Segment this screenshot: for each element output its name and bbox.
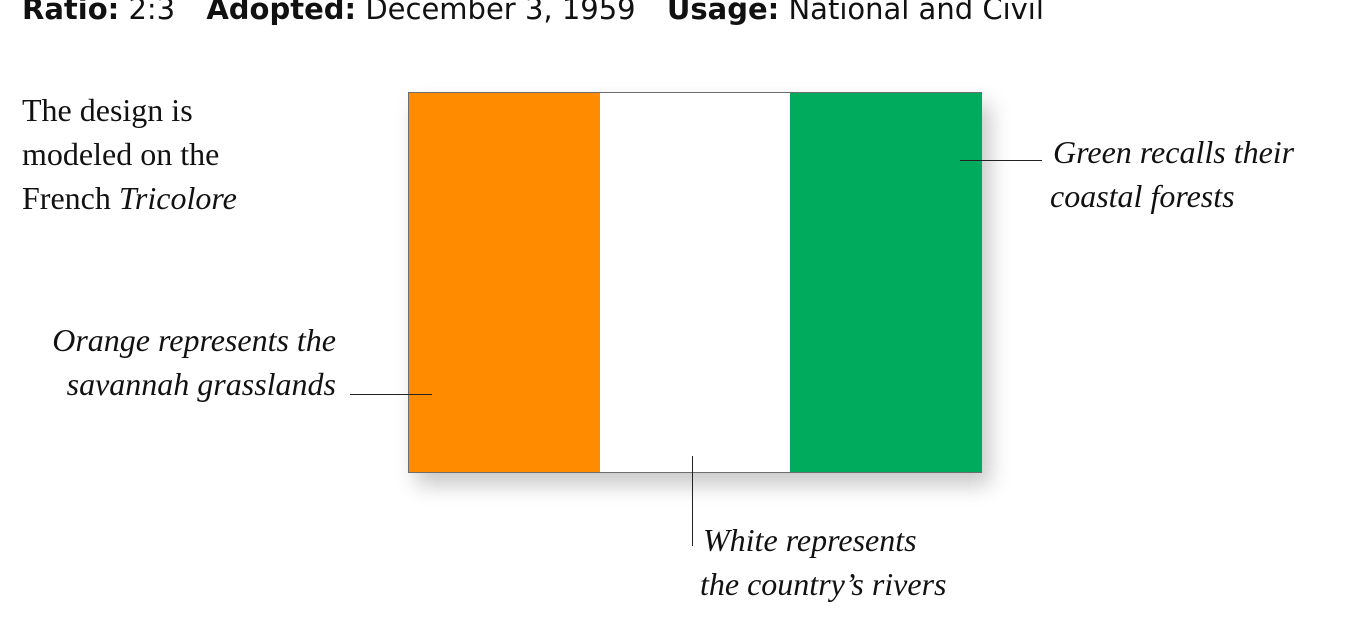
field: Usage: National and Civil <box>667 0 1044 26</box>
field-label: Ratio: <box>22 0 120 26</box>
header: Ratio: 2:3 Adopted: December 3, 1959 Usa… <box>22 0 1066 26</box>
annotation-line: savannah grasslands <box>66 366 336 402</box>
annotation-line: coastal forests <box>1050 178 1235 214</box>
annotation-line: White represents <box>703 522 917 558</box>
orange-stripe <box>409 93 600 472</box>
annotation-line: Orange represents the <box>52 322 336 358</box>
note-text: French <box>22 180 111 216</box>
field-label: Usage: <box>666 0 780 26</box>
field: Ratio: 2:3 <box>22 0 175 26</box>
note-line: modeled on the <box>22 136 220 172</box>
field-value: National and Civil <box>788 0 1044 26</box>
green-stripe <box>790 93 982 472</box>
field-label: Adopted: <box>206 0 357 26</box>
flag <box>408 92 982 473</box>
field: Adopted: December 3, 1959 <box>206 0 635 26</box>
field-value: December 3, 1959 <box>365 0 636 26</box>
leader-line <box>350 394 432 396</box>
leader-line <box>960 160 1042 162</box>
annotation-line: Green recalls their <box>1053 134 1295 170</box>
note-line: French Tricolore <box>22 176 237 220</box>
green-annotation: Green recalls their coastal forests <box>1050 130 1294 218</box>
leader-line <box>692 456 694 546</box>
note-line: The design is <box>22 92 193 128</box>
field-value: 2:3 <box>128 0 176 26</box>
annotation-line: the country’s rivers <box>700 566 947 602</box>
white-stripe <box>599 93 791 472</box>
note: The design is modeled on the French Tric… <box>22 88 237 220</box>
note-emphasis: Tricolore <box>118 180 237 216</box>
white-annotation: White represents the country’s rivers <box>700 518 946 606</box>
orange-annotation: Orange represents the savannah grassland… <box>52 318 336 406</box>
